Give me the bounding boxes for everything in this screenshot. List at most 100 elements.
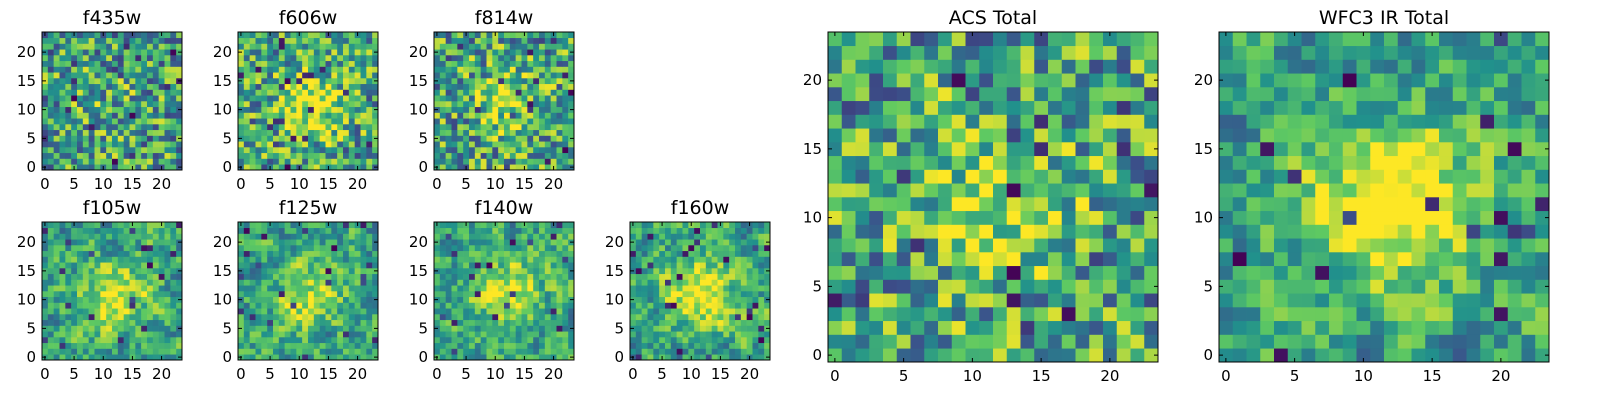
heatmap-cell: [1089, 32, 1104, 47]
heatmap-cell: [1116, 279, 1131, 294]
heatmap-cell: [112, 83, 119, 90]
heatmap-cell: [463, 296, 470, 303]
heatmap-cell: [544, 222, 551, 229]
heatmap-cell: [1144, 348, 1159, 363]
heatmap-cell: [480, 112, 487, 119]
heatmap-cell: [451, 147, 458, 154]
heatmap-cell: [896, 155, 911, 170]
heatmap-cell: [47, 239, 54, 246]
heatmap-cell: [243, 256, 250, 263]
heatmap-cell: [1535, 334, 1550, 349]
heatmap-cell: [445, 337, 452, 344]
heatmap-cell: [331, 314, 338, 321]
heatmap-cell: [562, 262, 569, 269]
heatmap-cell: [366, 279, 373, 286]
heatmap-cell: [1075, 348, 1090, 363]
heatmap-cell: [463, 78, 470, 85]
heatmap-cell: [527, 245, 534, 252]
heatmap-cell: [635, 296, 642, 303]
heatmap-cell: [100, 158, 107, 165]
heatmap-cell: [243, 325, 250, 332]
heatmap-cell: [71, 49, 78, 56]
heatmap-cell: [951, 100, 966, 115]
heatmap-cell: [1130, 210, 1145, 225]
heatmap-cell: [106, 250, 113, 257]
heatmap-cell: [1246, 307, 1261, 322]
heatmap-cell: [313, 227, 320, 234]
heatmap-cell: [255, 89, 262, 96]
heatmap-cell: [694, 268, 701, 275]
heatmap-cell: [123, 319, 130, 326]
heatmap-cell: [100, 291, 107, 298]
heatmap-cell: [910, 334, 925, 349]
heatmap-cell: [855, 238, 870, 253]
heatmap-cell: [366, 296, 373, 303]
heatmap-cell: [319, 250, 326, 257]
heatmap-cell: [705, 250, 712, 257]
heatmap-cell: [965, 320, 980, 335]
heatmap-cell: [746, 273, 753, 280]
heatmap-cell: [71, 37, 78, 44]
heatmap-cell: [533, 55, 540, 62]
heatmap-cell: [53, 314, 60, 321]
heatmap-cell: [1356, 334, 1371, 349]
heatmap-cell: [325, 78, 332, 85]
x-tick-label: 0: [236, 175, 246, 193]
heatmap-cell: [993, 87, 1008, 102]
heatmap-cell: [883, 169, 898, 184]
heatmap-cell: [533, 95, 540, 102]
heatmap-cell: [1048, 293, 1063, 308]
heatmap-cell: [1130, 307, 1145, 322]
heatmap-cell: [469, 32, 476, 39]
heatmap-cell: [515, 222, 522, 229]
heatmap-cell: [910, 100, 925, 115]
heatmap-cell: [170, 106, 177, 113]
heatmap-cell: [521, 106, 528, 113]
heatmap-cell: [147, 49, 154, 56]
heatmap-cell: [630, 285, 637, 292]
heatmap-cell: [331, 342, 338, 349]
heatmap-cell: [653, 319, 660, 326]
heatmap-cell: [688, 245, 695, 252]
heatmap-cell: [176, 285, 183, 292]
heatmap-cell: [47, 55, 54, 62]
heatmap-cell: [480, 319, 487, 326]
heatmap-cell: [764, 337, 771, 344]
heatmap-cell: [117, 83, 124, 90]
heatmap-cell: [1103, 128, 1118, 143]
heatmap-cell: [273, 112, 280, 119]
heatmap-cell: [249, 296, 256, 303]
heatmap-cell: [141, 354, 148, 361]
heatmap-cell: [372, 152, 379, 159]
heatmap-cell: [504, 32, 511, 39]
heatmap-cell: [451, 279, 458, 286]
heatmap-cell: [630, 314, 637, 321]
heatmap-cell: [273, 227, 280, 234]
heatmap-cell: [308, 325, 315, 332]
heatmap-cell: [521, 43, 528, 50]
heatmap-cell: [539, 325, 546, 332]
heatmap-cell: [372, 233, 379, 240]
heatmap-cell: [308, 78, 315, 85]
heatmap-cell: [348, 250, 355, 257]
heatmap-cell: [469, 78, 476, 85]
heatmap-cell: [965, 334, 980, 349]
heatmap-cell: [319, 164, 326, 171]
heatmap-cell: [515, 233, 522, 240]
heatmap-cell: [117, 106, 124, 113]
heatmap-cell: [82, 296, 89, 303]
heatmap-cell: [319, 129, 326, 136]
heatmap-cell: [170, 325, 177, 332]
heatmap-cell: [682, 342, 689, 349]
heatmap-cell: [152, 348, 159, 355]
heatmap-cell: [723, 302, 730, 309]
heatmap-cell: [533, 135, 540, 142]
heatmap-cell: [451, 245, 458, 252]
heatmap-cell: [71, 342, 78, 349]
heatmap-cell: [1287, 293, 1302, 308]
heatmap-cell: [47, 279, 54, 286]
heatmap-cell: [77, 164, 84, 171]
heatmap-cell: [59, 233, 66, 240]
heatmap-cell: [434, 279, 441, 286]
heatmap-cell: [255, 106, 262, 113]
